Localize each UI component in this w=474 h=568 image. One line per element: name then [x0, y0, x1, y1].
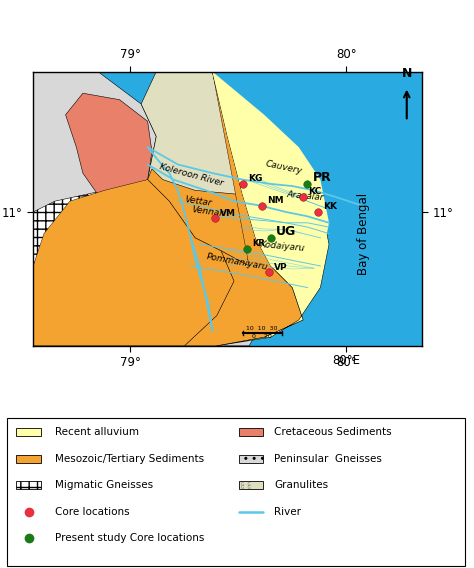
Text: VP: VP [274, 263, 288, 272]
Text: Migmatic Gneisses: Migmatic Gneisses [55, 480, 153, 490]
Text: 10  10  30: 10 10 30 [246, 325, 278, 331]
Text: Pommaniyaru: Pommaniyaru [206, 253, 269, 272]
Text: 80°E: 80°E [332, 354, 360, 367]
Text: Kodaiyaru: Kodaiyaru [260, 240, 306, 253]
Polygon shape [65, 93, 152, 195]
Polygon shape [33, 72, 271, 346]
Text: PR: PR [313, 172, 332, 185]
Text: River: River [274, 507, 301, 516]
Text: 0    20: 0 20 [252, 335, 272, 339]
Polygon shape [212, 72, 329, 287]
Text: Core locations: Core locations [55, 507, 129, 516]
Text: KC: KC [309, 187, 322, 197]
Text: Mesozoic/Tertiary Sediments: Mesozoic/Tertiary Sediments [55, 454, 204, 464]
Text: KR: KR [252, 239, 265, 248]
Text: KG: KG [248, 174, 263, 183]
Text: Vettar: Vettar [184, 195, 213, 207]
Text: Arasalar: Arasalar [286, 190, 324, 202]
Bar [16, 481, 40, 489]
Text: Vennar: Vennar [191, 205, 224, 218]
Text: N: N [401, 67, 412, 80]
Bar [239, 481, 264, 489]
Text: UG: UG [276, 225, 296, 239]
Text: Bay of Bengal: Bay of Bengal [357, 193, 370, 275]
Text: KK: KK [324, 202, 337, 211]
Text: Cauvery: Cauvery [264, 160, 303, 176]
Text: NM: NM [267, 196, 284, 205]
Bar [16, 455, 40, 463]
Polygon shape [33, 179, 234, 346]
Polygon shape [147, 169, 255, 266]
Polygon shape [212, 72, 329, 346]
Text: VM: VM [220, 209, 236, 218]
Text: Cretaceous Sediments: Cretaceous Sediments [274, 428, 392, 437]
Bar [239, 455, 264, 463]
Text: Koleroon River: Koleroon River [158, 162, 224, 188]
Polygon shape [141, 72, 255, 266]
Text: Recent alluvium: Recent alluvium [55, 428, 139, 437]
Text: Present study Core locations: Present study Core locations [55, 533, 204, 543]
Bar [16, 428, 40, 436]
Bar [239, 428, 264, 436]
Text: G G: G G [241, 485, 251, 490]
Text: G G: G G [241, 482, 251, 487]
Polygon shape [184, 72, 303, 346]
Polygon shape [33, 179, 234, 346]
Text: Granulites: Granulites [274, 480, 328, 490]
Text: Peninsular  Gneisses: Peninsular Gneisses [274, 454, 382, 464]
